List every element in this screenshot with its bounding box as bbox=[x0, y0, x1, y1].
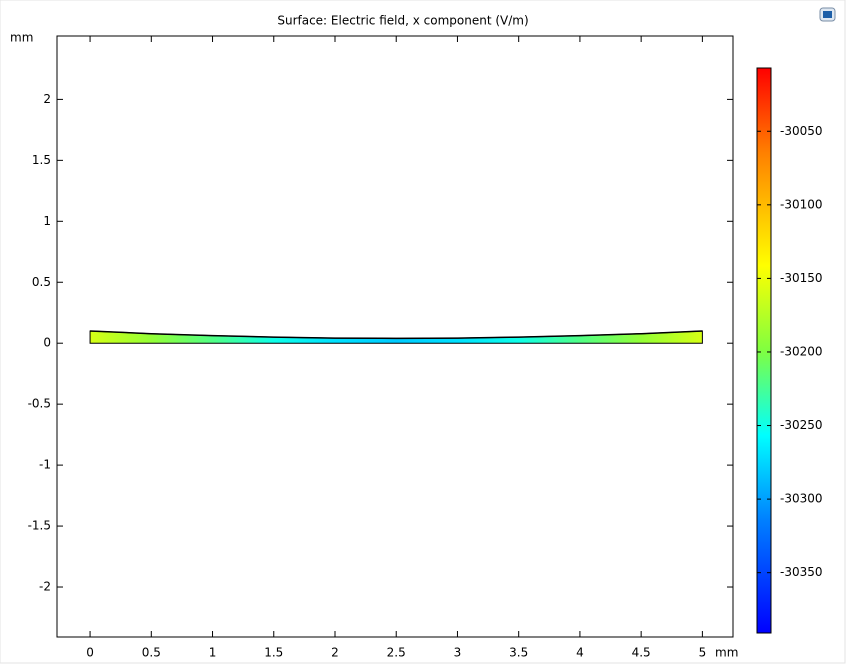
x-tick-label: 5 bbox=[699, 646, 707, 660]
y-tick-label: 2 bbox=[43, 92, 51, 106]
x-tick-label: 3.5 bbox=[509, 646, 528, 660]
y-tick-label: -0.5 bbox=[28, 397, 51, 411]
toolbar-icon[interactable] bbox=[819, 7, 836, 22]
colorbar-tick-label: -30150 bbox=[780, 271, 823, 285]
beam-top-edge bbox=[90, 330, 703, 340]
colorbar-tick-label: -30200 bbox=[780, 344, 823, 358]
y-tick-label: 1 bbox=[43, 214, 51, 228]
colorbar-tick-label: -30050 bbox=[780, 124, 823, 138]
x-tick-label: 3 bbox=[454, 646, 462, 660]
y-tick-label: 1.5 bbox=[32, 153, 51, 167]
x-tick-label: 1 bbox=[209, 646, 217, 660]
y-tick-label: 0 bbox=[43, 336, 51, 350]
y-tick-label: -2 bbox=[39, 580, 51, 594]
colorbar-tick-label: -30350 bbox=[780, 565, 823, 579]
x-tick-label: 0 bbox=[86, 646, 94, 660]
y-axis-unit: mm bbox=[10, 31, 33, 45]
y-tick-label: -1.5 bbox=[28, 519, 51, 533]
x-tick-label: 4.5 bbox=[632, 646, 651, 660]
x-tick-label: 4 bbox=[576, 646, 584, 660]
x-axis-unit: mm bbox=[715, 646, 738, 660]
colorbar-tick-label: -30250 bbox=[780, 418, 823, 432]
plot-frame bbox=[56, 35, 734, 638]
color-bar bbox=[756, 67, 772, 634]
y-tick-label: 0.5 bbox=[32, 275, 51, 289]
x-tick-label: 0.5 bbox=[142, 646, 161, 660]
x-tick-label: 1.5 bbox=[264, 646, 283, 660]
chart-title: Surface: Electric field, x component (V/… bbox=[277, 14, 528, 28]
colorbar-tick-label: -30100 bbox=[780, 197, 823, 211]
x-tick-label: 2 bbox=[331, 646, 339, 660]
colorbar-tick-label: -30300 bbox=[780, 492, 823, 506]
x-tick-label: 2.5 bbox=[387, 646, 406, 660]
y-tick-label: -1 bbox=[39, 458, 51, 472]
